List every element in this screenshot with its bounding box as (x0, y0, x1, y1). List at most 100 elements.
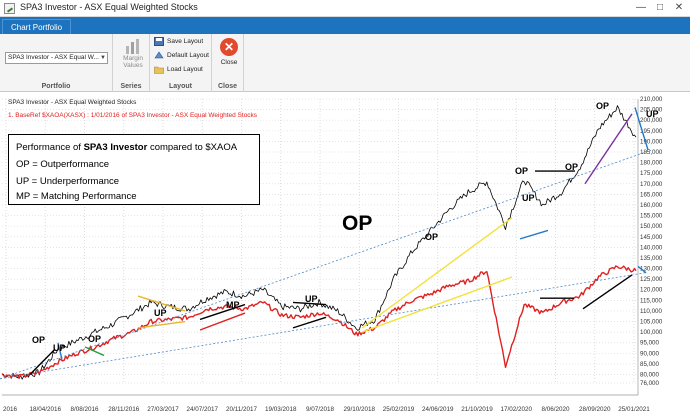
y-tick-label: 160,000 (640, 202, 663, 209)
annotation-label: UP (53, 343, 66, 353)
y-tick-label: 135,000 (640, 255, 663, 262)
annotation-label: OP (88, 334, 102, 344)
annotation-segment (199, 312, 246, 331)
x-tick-label: 17/02/2020 (500, 406, 532, 413)
default-layout-icon (154, 51, 164, 60)
save-layout-button[interactable]: Save Layout (154, 36, 203, 47)
close-window-icon[interactable]: ✕ (674, 2, 684, 13)
margin-values-icon (125, 37, 141, 55)
x-tick-label: 25/01/2021 (618, 406, 650, 413)
x-tick-label: 8/08/2016 (70, 406, 99, 413)
x-tick-label: 19/03/2018 (265, 406, 297, 413)
y-tick-label: 90,000 (640, 350, 659, 357)
minimize-icon[interactable]: — (636, 2, 646, 13)
x-tick-label: 20/11/2017 (226, 406, 258, 413)
annotation-segment (84, 346, 105, 357)
y-tick-label: 180,000 (640, 160, 663, 167)
info-line-1: Performance of SPA3 Investor compared to… (16, 142, 237, 153)
y-tick-label: 130,000 (640, 266, 663, 273)
portfolio-group-label: Portfolio (41, 83, 71, 90)
y-tick-label: 95,000 (640, 340, 659, 347)
x-tick-label: 18/04/2016 (29, 406, 61, 413)
annotation-segment (634, 107, 649, 151)
y-tick-label: 76,000 (640, 380, 659, 387)
legend-portfolio: SPA3 Investor - ASX Equal Weighted Stock… (8, 99, 137, 106)
maximize-icon[interactable]: □ (656, 2, 664, 13)
x-tick-label: 8/06/2020 (541, 406, 570, 413)
y-tick-label: 120,000 (640, 287, 663, 294)
layout-group-label: Layout (169, 83, 192, 90)
x-tick-label: 25/02/2019 (383, 406, 415, 413)
annotation-segment (137, 320, 186, 329)
info-line-1-bold: SPA3 Investor (83, 142, 148, 153)
save-icon (154, 37, 164, 46)
y-tick-label: 125,000 (640, 276, 663, 283)
y-tick-label: 165,000 (640, 191, 663, 198)
ribbon-tab-strip: Chart Portfolio (0, 17, 690, 34)
annotation-label: UP (646, 109, 659, 119)
x-tick-label: 28/09/2020 (579, 406, 611, 413)
annotation-label: UP (154, 308, 167, 318)
series-group-label: Series (120, 83, 142, 90)
default-layout-button[interactable]: Default Layout (154, 50, 209, 61)
x-tick-label: 24/06/2019 (422, 406, 454, 413)
y-tick-label: 145,000 (640, 234, 663, 241)
title-bar: SPA3 Investor - ASX Equal Weighted Stock… (0, 0, 690, 17)
annotation-label: OP (515, 166, 529, 176)
series-portfolio-line (1, 105, 637, 380)
annotation-segment (292, 301, 327, 306)
series-benchmark-line (1, 265, 637, 380)
margin-values-label-2: Values (123, 62, 143, 69)
annotation-segment (519, 229, 549, 240)
annotation-label: OP (32, 335, 46, 345)
window-title: SPA3 Investor - ASX Equal Weighted Stock… (20, 2, 198, 12)
x-tick-label: 24/07/2017 (186, 406, 218, 413)
default-layout-label: Default Layout (167, 52, 209, 59)
x-tick-label: 21/10/2019 (461, 406, 493, 413)
info-line-1-suffix: compared to $XAOA (147, 142, 238, 153)
close-group-label: Close (217, 83, 238, 90)
y-tick-label: 175,000 (640, 170, 663, 177)
y-tick-label: 210,000 (640, 96, 663, 103)
legend-benchmark: 1. BaseRef $XAOA(XASX) : 1/01/2016 of SP… (8, 112, 258, 119)
x-tick-label: 2016 (3, 406, 18, 413)
y-tick-label: 170,000 (640, 181, 663, 188)
y-tick-label: 140,000 (640, 244, 663, 251)
y-tick-label: 185,000 (640, 149, 663, 156)
info-line-1-prefix: Performance of (16, 142, 84, 153)
y-tick-label: 200,000 (640, 117, 663, 124)
x-tick-label: 27/03/2017 (147, 406, 179, 413)
y-tick-label: 115,000 (640, 297, 662, 304)
y-tick-label: 80,000 (640, 372, 659, 379)
annotation-segment (361, 276, 513, 333)
annotation-segment (582, 274, 633, 310)
x-tick-label: 28/11/2016 (108, 406, 140, 413)
annotation-label: OP (565, 162, 579, 172)
folder-icon (154, 65, 164, 74)
info-line-4: MP = Matching Performance (16, 191, 137, 202)
app-chart-icon (4, 3, 15, 14)
save-layout-label: Save Layout (167, 38, 204, 45)
close-icon: ✕ (220, 38, 238, 56)
y-tick-label: 190,000 (640, 138, 663, 145)
annotation-label: MP (226, 300, 240, 310)
close-button[interactable]: ✕ Close (216, 37, 242, 73)
load-layout-button[interactable]: Load Layout (154, 64, 203, 75)
y-tick-label: 110,000 (640, 308, 662, 315)
portfolio-select[interactable]: SPA3 Investor - ASX Equal W... ▼ (5, 52, 108, 64)
y-tick-label: 85,000 (640, 361, 659, 368)
annotation-label: UP (305, 294, 318, 304)
margin-values-button[interactable]: Margin Values (117, 36, 149, 76)
annotation-segment (29, 348, 56, 376)
tab-chart-portfolio[interactable]: Chart Portfolio (2, 19, 72, 34)
series-group: Margin Values Series (113, 34, 150, 92)
margin-values-label-1: Margin (123, 55, 143, 62)
annotation-label: UP (522, 193, 535, 203)
info-line-2: OP = Outperformance (16, 159, 110, 170)
annotation-segment (199, 303, 246, 321)
annotation-label: OP (596, 101, 610, 111)
trend-line-portfolio (0, 149, 653, 380)
annotation-segment (292, 316, 327, 329)
ribbon: SPA3 Investor - ASX Equal W... ▼ Portfol… (0, 34, 690, 92)
big-op-label: OP (342, 212, 373, 235)
